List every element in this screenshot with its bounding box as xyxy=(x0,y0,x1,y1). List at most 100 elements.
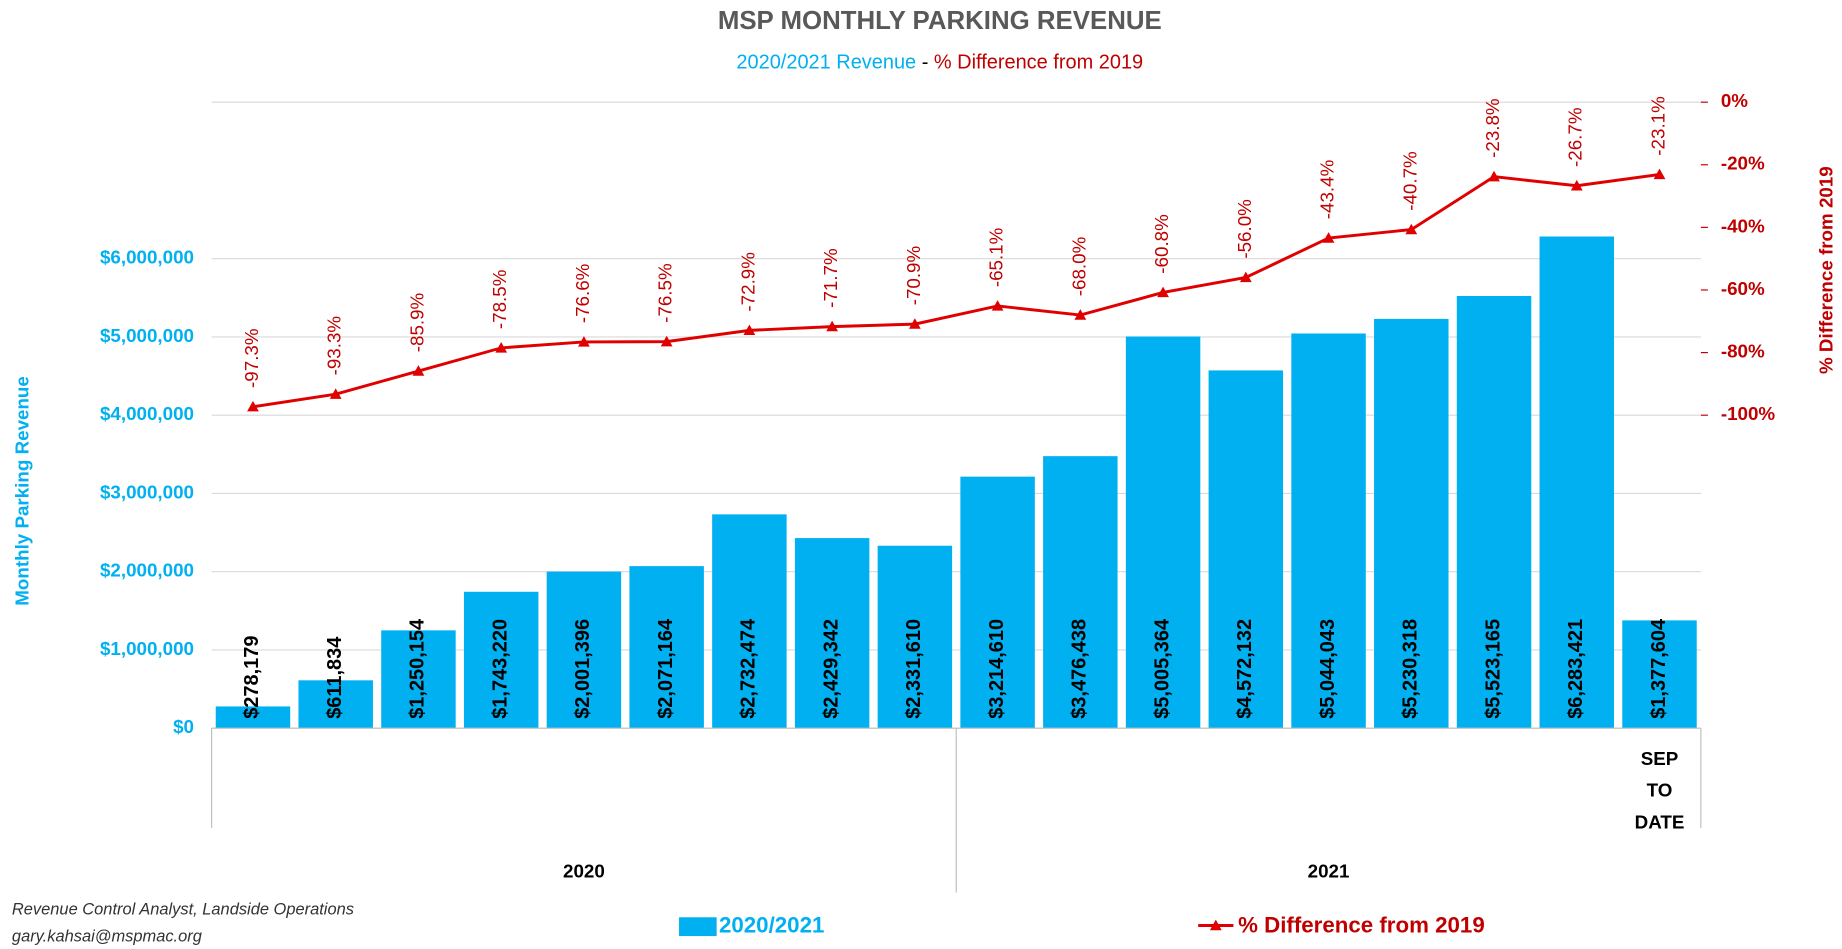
line-value-label: -78.5% xyxy=(489,269,510,329)
line-marker xyxy=(578,336,590,347)
bar-value-label: $2,429,342 xyxy=(820,619,842,719)
line-value-label: -70.9% xyxy=(903,246,924,306)
bar-value-label: $2,331,610 xyxy=(903,619,925,719)
bar-value-label: $3,476,438 xyxy=(1069,619,1091,719)
y2-tick-label: -60% xyxy=(1721,278,1765,299)
subtitle-part: 2020/2021 Revenue xyxy=(736,52,916,74)
line-marker xyxy=(495,342,508,353)
line-marker xyxy=(1488,170,1500,182)
line-value-label: -23.8% xyxy=(1482,98,1503,158)
legend-label: % Difference from 2019 xyxy=(1238,913,1485,938)
bar-value-label: $5,044,043 xyxy=(1317,619,1339,719)
x-tick-line: SEP xyxy=(1641,748,1679,769)
line-marker xyxy=(329,388,342,399)
x-group-label: 2020 xyxy=(563,861,605,882)
bar xyxy=(794,538,870,729)
legend-label: 2020/2021 xyxy=(719,913,824,938)
y-tick-label: $5,000,000 xyxy=(100,325,194,346)
line-value-label: -85.9% xyxy=(406,292,427,352)
bar xyxy=(1208,370,1284,729)
bar xyxy=(629,566,704,729)
line-value-label: -97.3% xyxy=(241,328,262,388)
footer-text: gary.kahsai@mspmac.org xyxy=(12,928,202,946)
bar-value-label: $5,005,364 xyxy=(1151,619,1173,719)
bar xyxy=(877,545,953,729)
x-group-label: 2021 xyxy=(1308,861,1350,882)
line-value-label: -68.0% xyxy=(1068,236,1089,296)
bar-value-label: $3,214,610 xyxy=(986,619,1008,719)
legend-swatch xyxy=(679,917,717,937)
y-tick-label: $2,000,000 xyxy=(100,560,194,581)
subtitle-part: - xyxy=(916,52,934,74)
bar xyxy=(381,630,456,729)
line-value-label: -93.3% xyxy=(324,316,345,376)
bar-value-label: $5,523,165 xyxy=(1482,619,1504,719)
line-marker xyxy=(826,320,839,332)
line-marker xyxy=(1074,309,1087,320)
subtitle-part: % Difference from 2019 xyxy=(934,52,1143,74)
line-marker xyxy=(1157,286,1169,298)
y2-tick-label: -100% xyxy=(1721,403,1776,424)
line-marker xyxy=(1322,232,1335,243)
line-marker xyxy=(991,300,1004,311)
x-tick-line: DATE xyxy=(1635,811,1685,832)
line-value-label: -23.1% xyxy=(1647,96,1668,156)
bar xyxy=(1622,620,1697,729)
bar-value-label: $1,377,604 xyxy=(1648,619,1670,719)
y2-axis-label: % Difference from 2019 xyxy=(1816,166,1837,374)
chart-subtitle: 2020/2021 Revenue - % Difference from 20… xyxy=(736,52,1143,74)
line-marker xyxy=(908,318,921,329)
chart-title: MSP MONTHLY PARKING REVENUE xyxy=(718,7,1162,35)
line-marker xyxy=(660,335,673,347)
bar xyxy=(1456,295,1532,729)
line-value-label: -76.5% xyxy=(655,263,676,323)
bar-value-label: $1,250,154 xyxy=(407,619,429,719)
y2-tick-label: -20% xyxy=(1721,153,1765,174)
bar-value-label: $2,732,474 xyxy=(738,619,760,719)
x-tick-line: TO xyxy=(1647,780,1673,801)
bar-value-label: $611,834 xyxy=(324,637,346,719)
bar xyxy=(1043,456,1118,729)
y-axis-label: Monthly Parking Revenue xyxy=(12,376,33,606)
line-value-label: -43.4% xyxy=(1317,159,1338,219)
legend-swatch xyxy=(1209,919,1222,931)
line xyxy=(252,173,1660,409)
bar-value-label: $5,230,318 xyxy=(1400,619,1422,719)
line-marker xyxy=(743,324,756,336)
line-marker xyxy=(1239,271,1252,283)
bar-value-label: $4,572,132 xyxy=(1234,619,1256,719)
line-marker xyxy=(1653,168,1666,180)
bar xyxy=(960,476,1035,729)
line-value-label: -40.7% xyxy=(1399,151,1420,211)
line-value-label: -65.1% xyxy=(986,227,1007,287)
bar xyxy=(215,706,291,729)
bar xyxy=(463,591,539,729)
line-marker xyxy=(1405,223,1418,235)
bar-value-label: $1,743,220 xyxy=(489,619,511,719)
line-value-label: -76.6% xyxy=(572,263,593,323)
bar xyxy=(1374,318,1449,729)
bar-value-label: $2,071,164 xyxy=(655,619,677,719)
bar xyxy=(298,680,373,729)
x-tick-label: SEP TO DATE xyxy=(1635,748,1685,832)
line-marker xyxy=(412,365,425,376)
bar xyxy=(712,514,787,729)
line-value-label: -71.7% xyxy=(820,248,841,308)
y-tick-label: $4,000,000 xyxy=(100,403,194,424)
y2-tick-label: 0% xyxy=(1721,90,1748,111)
line-value-label: -56.0% xyxy=(1234,199,1255,259)
bar-value-label: $278,179 xyxy=(241,636,263,719)
y-tick-label: $0 xyxy=(173,716,194,737)
y-tick-label: $1,000,000 xyxy=(100,638,194,659)
bar xyxy=(1125,336,1201,729)
bar-value-label: $2,001,396 xyxy=(572,619,594,719)
bar xyxy=(1291,333,1366,729)
line-value-label: -72.9% xyxy=(737,252,758,312)
y-tick-label: $3,000,000 xyxy=(100,481,194,502)
bar xyxy=(1539,236,1614,729)
bar xyxy=(546,571,622,729)
bar-value-label: $6,283,421 xyxy=(1565,619,1587,719)
footer-text: Revenue Control Analyst, Landside Operat… xyxy=(12,901,354,919)
y2-tick-label: -80% xyxy=(1721,341,1765,362)
